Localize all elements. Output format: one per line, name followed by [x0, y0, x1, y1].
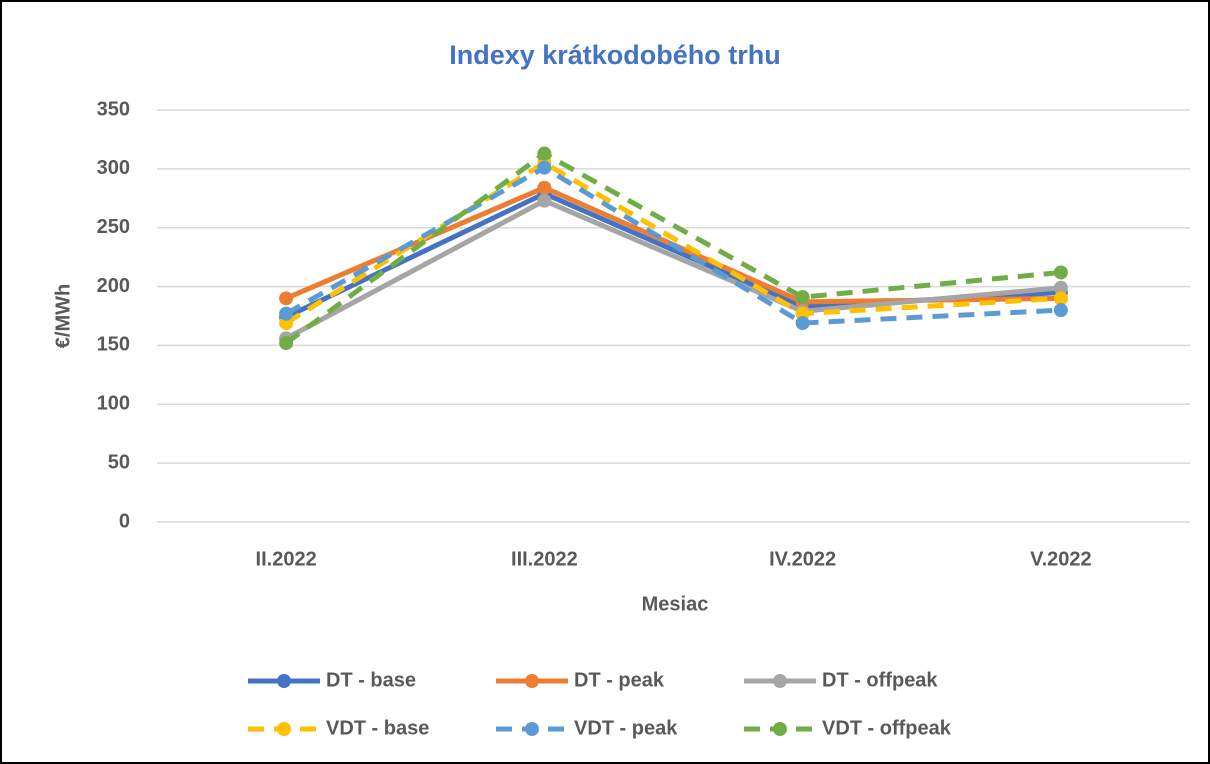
- legend-marker: [773, 722, 787, 736]
- legend-marker: [277, 674, 291, 688]
- legend-marker: [277, 722, 291, 736]
- y-tick-label: 0: [119, 510, 130, 532]
- y-tick-label: 150: [97, 334, 130, 356]
- series-line: [284, 165, 1062, 326]
- legend-label: VDT - peak: [574, 717, 678, 739]
- y-tick-label: 200: [97, 275, 130, 297]
- legend-label: DT - base: [326, 669, 416, 691]
- data-point: [537, 180, 552, 195]
- legend-marker: [773, 674, 787, 688]
- data-point: [537, 193, 552, 208]
- y-tick-label: 250: [97, 216, 130, 238]
- data-point: [279, 306, 294, 321]
- legend-label: DT - offpeak: [822, 669, 938, 691]
- x-axis-label: Mesiac: [642, 593, 709, 615]
- data-point: [537, 146, 552, 161]
- series-line: [284, 151, 1062, 346]
- y-axis-label: €/MWh: [52, 284, 74, 348]
- legend-label: DT - peak: [574, 669, 665, 691]
- data-point: [1053, 291, 1068, 306]
- data-point: [279, 291, 294, 306]
- x-tick-label: III.2022: [511, 548, 578, 570]
- x-tick-label: II.2022: [256, 548, 317, 570]
- y-tick-label: 350: [97, 98, 130, 120]
- data-point: [1053, 265, 1068, 280]
- data-point: [537, 160, 552, 175]
- chart-title: Indexy krátkodobého trhu: [449, 40, 781, 70]
- series-line: [284, 198, 1062, 341]
- data-point: [1053, 280, 1068, 295]
- y-tick-label: 300: [97, 157, 130, 179]
- data-point: [1053, 303, 1068, 318]
- legend-label: VDT - base: [326, 717, 429, 739]
- legend-marker: [525, 674, 539, 688]
- y-tick-label: 50: [108, 451, 130, 473]
- x-tick-label: V.2022: [1030, 548, 1092, 570]
- legend-marker: [525, 722, 539, 736]
- data-point: [279, 336, 294, 351]
- legend-label: VDT - offpeak: [822, 717, 952, 739]
- data-point: [795, 290, 810, 305]
- data-point: [795, 316, 810, 331]
- series-line: [284, 160, 1062, 326]
- y-tick-label: 100: [97, 393, 130, 415]
- x-tick-label: IV.2022: [769, 548, 836, 570]
